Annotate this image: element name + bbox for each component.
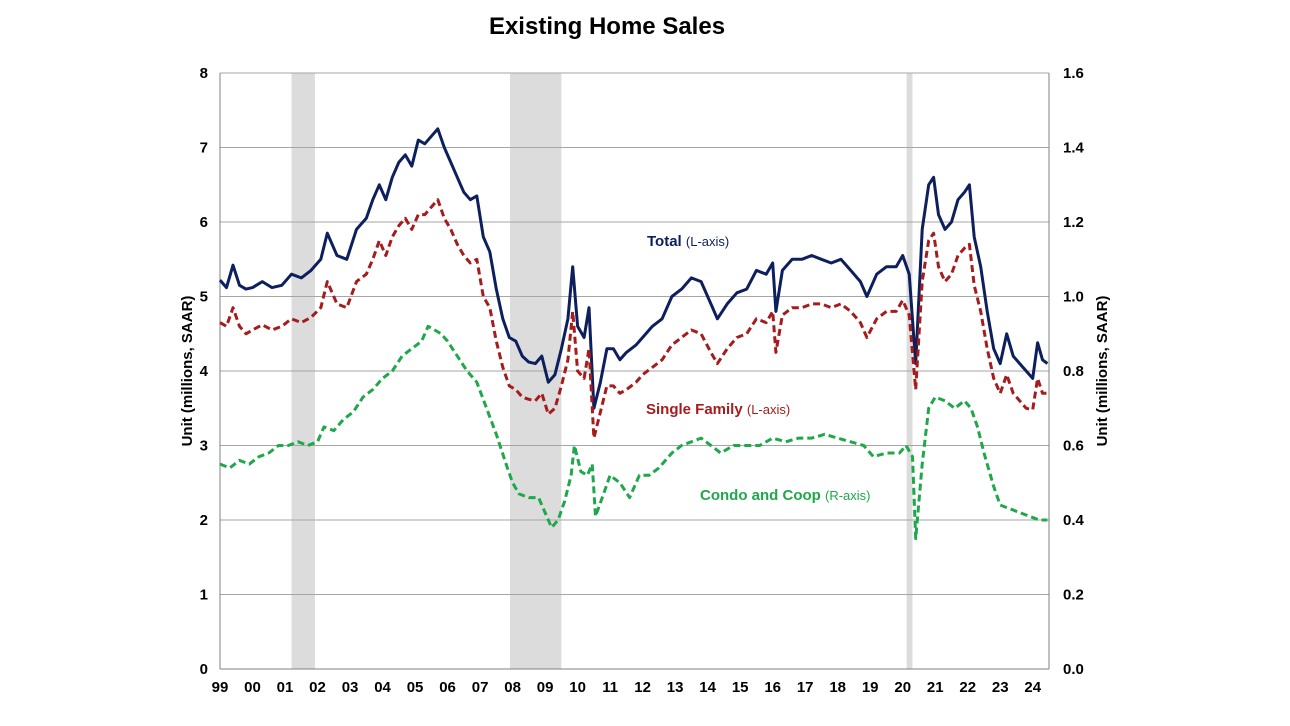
x-tick-label: 11: [602, 679, 618, 696]
x-tick-label: 02: [309, 679, 326, 696]
y-left-tick-label: 8: [200, 65, 208, 82]
y-axis-left-title: Unit (millions, SAAR): [179, 296, 196, 447]
x-tick-label: 13: [667, 679, 684, 696]
y-left-tick-label: 7: [200, 140, 208, 157]
x-tick-label: 14: [699, 679, 716, 696]
x-tick-label: 16: [764, 679, 781, 696]
y-left-tick-label: 3: [200, 438, 208, 455]
x-tick-label: 20: [894, 679, 911, 696]
y-right-tick-label: 1.4: [1063, 140, 1085, 157]
y-left-tick-label: 6: [200, 214, 208, 231]
y-right-tick-label: 0.4: [1063, 512, 1085, 529]
x-tick-label: 23: [992, 679, 1009, 696]
x-tick-label: 24: [1024, 679, 1041, 696]
gridlines: [220, 72, 1049, 595]
y-right-tick-label: 0.0: [1063, 661, 1084, 678]
x-tick-label: 09: [537, 679, 554, 696]
x-tick-label: 05: [407, 679, 424, 696]
y-right-tick-label: 0.6: [1063, 438, 1084, 455]
y-right-tick-label: 1.0: [1063, 289, 1084, 306]
x-tick-label: 08: [504, 679, 521, 696]
series-annotations: Total (L-axis) Single Family (L-axis) Cond…: [646, 233, 870, 504]
y-right-tick-label: 0.8: [1063, 363, 1084, 380]
x-tick-label: 04: [374, 679, 391, 696]
y-right-tick-label: 1.6: [1063, 65, 1084, 82]
x-tick-label: 10: [569, 679, 586, 696]
series-lines: [218, 127, 1049, 541]
x-tick-label: 15: [732, 679, 749, 696]
y-right-tick-label: 0.2: [1063, 587, 1084, 604]
y-right-tick-label: 1.2: [1063, 214, 1084, 231]
series-line-condo-and-coop: [219, 324, 1048, 541]
x-tick-label: 22: [959, 679, 976, 696]
y-left-tick-label: 0: [200, 661, 208, 678]
x-tick-label: 18: [829, 679, 846, 696]
series-line-total: [218, 127, 1049, 410]
series-line-single-family: [219, 198, 1048, 440]
x-tick-label: 01: [277, 679, 294, 696]
chart-title: Existing Home Sales: [489, 13, 725, 40]
x-tick-label: 00: [244, 679, 261, 696]
series-annotation-condo-and-coop: Condo and Coop (R-axis): [700, 487, 870, 504]
y-axis-right-title: Unit (millions, SAAR): [1094, 296, 1111, 447]
x-tick-label: 19: [862, 679, 879, 696]
x-tick-label: 07: [472, 679, 489, 696]
series-annotation-total: Total (L-axis): [647, 233, 729, 250]
x-tick-label: 06: [439, 679, 456, 696]
x-tick-label: 03: [342, 679, 359, 696]
x-tick-label: 21: [927, 679, 944, 696]
y-left-tick-label: 2: [200, 512, 208, 529]
x-tick-label: 17: [797, 679, 814, 696]
y-left-tick-label: 4: [200, 363, 209, 380]
y-left-tick-label: 1: [200, 587, 208, 604]
y-left-tick-label: 5: [200, 289, 208, 306]
series-annotation-single-family: Single Family (L-axis): [646, 401, 790, 418]
x-tick-label: 12: [634, 679, 651, 696]
x-tick-label: 99: [212, 679, 229, 696]
